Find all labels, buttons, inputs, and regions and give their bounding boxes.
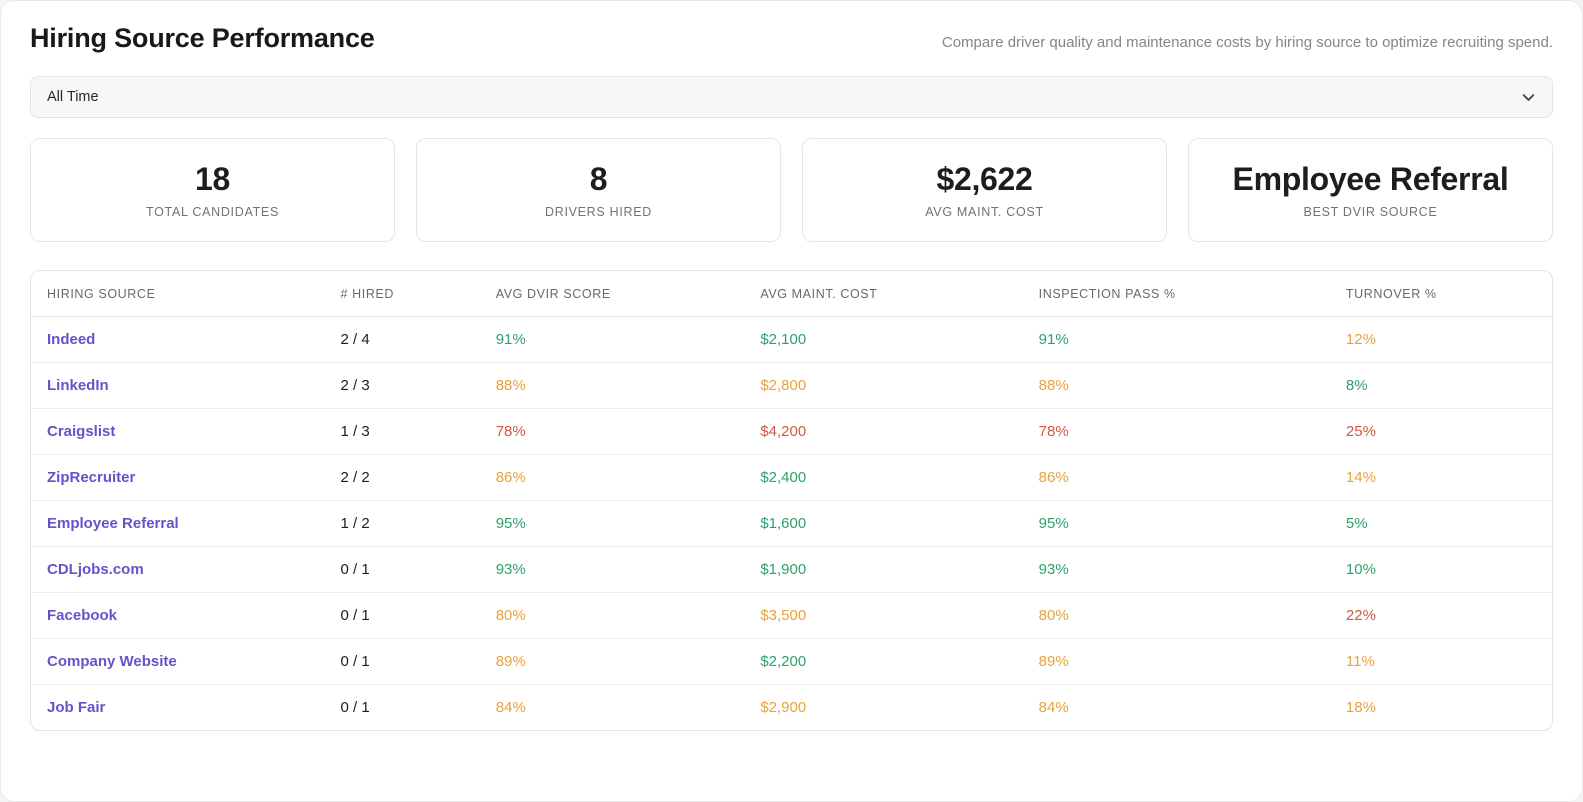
table-row: LinkedIn 2 / 3 88% $2,800 88% 8% [31,362,1552,409]
hiring-source-link[interactable]: CDLjobs.com [31,546,325,593]
hired-count-cell: 2 / 4 [324,316,480,363]
avg-dvir-score-cell: 78% [479,408,745,455]
turnover-cell: 11% [1329,638,1552,685]
table-row: Facebook 0 / 1 80% $3,500 80% 22% [31,592,1552,639]
column-header-hired: # HIRED [324,271,480,317]
turnover-cell: 14% [1329,454,1552,501]
inspection-pass-cell: 86% [1022,454,1330,501]
inspection-pass-cell: 95% [1022,500,1330,547]
chevron-down-icon [1520,89,1537,106]
avg-dvir-score-cell: 89% [479,638,745,685]
avg-maint-cost-cell: $1,900 [744,546,1023,593]
page-header: Hiring Source Performance Compare driver… [30,23,1553,54]
avg-dvir-score-cell: 88% [479,362,745,409]
stat-card-drivers-hired: 8 DRIVERS HIRED [416,138,781,242]
hired-count-cell: 0 / 1 [324,546,480,593]
column-header-avg-maint-cost: AVG MAINT. COST [744,271,1023,317]
avg-dvir-score-cell: 95% [479,500,745,547]
avg-maint-cost-cell: $2,100 [744,316,1023,363]
turnover-cell: 18% [1345,699,1376,716]
inspection-pass-cell: 93% [1022,546,1330,593]
stat-value: 18 [195,161,230,197]
hiring-source-link[interactable]: Employee Referral [31,500,325,547]
turnover-cell: 5% [1329,500,1552,547]
table-header: HIRING SOURCE # HIRED AVG DVIR SCORE AVG… [31,271,1552,317]
hired-count-cell: 0 / 1 [340,699,370,716]
avg-maint-cost-cell: $2,800 [744,362,1023,409]
table-row: Job Fair 0 / 1 84% $2,900 84% 18% [31,685,1552,731]
stat-cards-row: 18 TOTAL CANDIDATES 8 DRIVERS HIRED $2,6… [30,138,1553,242]
avg-maint-cost-cell: $2,400 [744,454,1023,501]
table-row: Company Website 0 / 1 89% $2,200 89% 11% [31,638,1552,685]
turnover-cell: 8% [1329,362,1552,409]
avg-dvir-score-cell: 84% [495,699,526,716]
stat-card-avg-maint-cost: $2,622 AVG MAINT. COST [802,138,1167,242]
stat-label: AVG MAINT. COST [925,205,1044,219]
avg-maint-cost-cell: $2,200 [744,638,1023,685]
hiring-source-link[interactable]: ZipRecruiter [31,454,325,501]
hiring-source-link[interactable]: Job Fair [47,699,106,716]
avg-dvir-score-cell: 91% [479,316,745,363]
page-subtitle: Compare driver quality and maintenance c… [941,34,1553,51]
stat-label: DRIVERS HIRED [544,205,653,219]
hiring-source-table: HIRING SOURCE # HIRED AVG DVIR SCORE AVG… [30,270,1553,731]
column-header-inspection-pass: INSPECTION PASS % [1022,271,1330,317]
page-title: Hiring Source Performance [30,23,375,53]
stat-label: BEST DVIR SOURCE [1303,205,1438,219]
stat-value: $2,622 [936,161,1033,197]
time-range-select[interactable]: All Time [30,76,1553,118]
table-row: ZipRecruiter 2 / 2 86% $2,400 86% 14% [31,454,1552,501]
avg-dvir-score-cell: 86% [479,454,745,501]
hiring-source-link[interactable]: Company Website [31,638,325,685]
avg-maint-cost-cell: $4,200 [744,408,1023,455]
table-row: Employee Referral 1 / 2 95% $1,600 95% 5… [31,500,1552,547]
inspection-pass-cell: 89% [1022,638,1330,685]
avg-maint-cost-cell: $1,600 [744,500,1023,547]
inspection-pass-cell: 80% [1022,592,1330,639]
column-header-turnover: TURNOVER % [1329,271,1552,317]
inspection-pass-cell: 88% [1022,362,1330,409]
avg-dvir-score-cell: 93% [479,546,745,593]
hiring-source-link[interactable]: Indeed [31,316,325,363]
stat-label: TOTAL CANDIDATES [146,205,279,219]
turnover-cell: 12% [1329,316,1552,363]
hired-count-cell: 1 / 3 [324,408,480,455]
inspection-pass-cell: 91% [1022,316,1330,363]
inspection-pass-cell: 84% [1038,699,1069,716]
hiring-source-link[interactable]: Facebook [31,592,325,639]
hiring-source-link[interactable]: LinkedIn [31,362,325,409]
table-body: Indeed 2 / 4 91% $2,100 91% 12% LinkedIn… [31,316,1552,731]
table-row: Indeed 2 / 4 91% $2,100 91% 12% [31,316,1552,363]
stat-card-total-candidates: 18 TOTAL CANDIDATES [30,138,395,242]
table-row: CDLjobs.com 0 / 1 93% $1,900 93% 10% [31,546,1552,593]
stat-value: Employee Referral [1232,161,1509,197]
hiring-source-link[interactable]: Craigslist [31,408,325,455]
column-header-hiring-source: HIRING SOURCE [31,271,325,317]
stat-card-best-dvir-source: Employee Referral BEST DVIR SOURCE [1188,138,1553,242]
hired-count-cell: 1 / 2 [324,500,480,547]
hired-count-cell: 0 / 1 [324,638,480,685]
turnover-cell: 10% [1329,546,1552,593]
stat-value: 8 [589,161,608,197]
inspection-pass-cell: 78% [1022,408,1330,455]
table-row: Craigslist 1 / 3 78% $4,200 78% 25% [31,408,1552,455]
hired-count-cell: 0 / 1 [324,592,480,639]
hired-count-cell: 2 / 3 [324,362,480,409]
turnover-cell: 22% [1329,592,1552,639]
column-header-avg-dvir-score: AVG DVIR SCORE [479,271,745,317]
hired-count-cell: 2 / 2 [324,454,480,501]
avg-maint-cost-cell: $3,500 [744,592,1023,639]
avg-dvir-score-cell: 80% [479,592,745,639]
turnover-cell: 25% [1329,408,1552,455]
time-range-selected-value: All Time [47,89,99,105]
avg-maint-cost-cell: $2,900 [760,699,807,716]
